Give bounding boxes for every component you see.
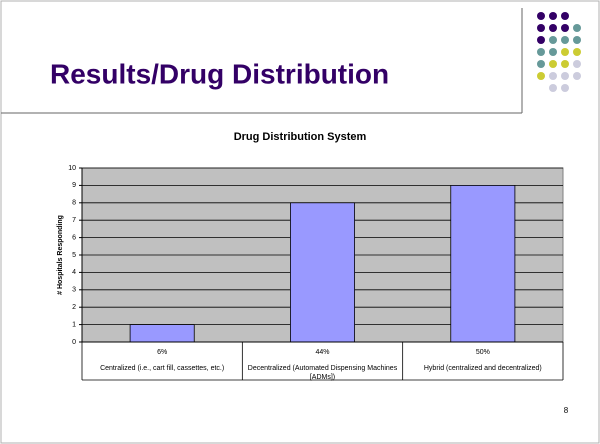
y-tick-label: 2 [72, 304, 76, 311]
x-tick-label: Centralized (i.e., cart fill, cassettes,… [100, 365, 225, 372]
bar [450, 184, 516, 343]
chart-title: Drug Distribution System [234, 131, 367, 143]
slide-title: Results/Drug Distribution [50, 58, 389, 89]
page-number: 8 [564, 406, 569, 415]
category-percent-label: 50% [476, 349, 490, 356]
category-percent-label: 6% [157, 349, 167, 356]
y-tick-label: 3 [72, 287, 76, 294]
category-percent-label: 44% [315, 349, 329, 356]
y-tick-label: 4 [72, 269, 76, 276]
bar [290, 202, 355, 343]
y-tick-label: 7 [72, 217, 76, 224]
y-tick-label: 5 [72, 252, 76, 259]
dot-decoration [537, 12, 581, 92]
y-axis-label: # Hospitals Responding [57, 215, 64, 295]
x-tick-label: Hybrid (centralized and decentralized) [423, 365, 542, 372]
y-tick-label: 9 [72, 182, 76, 189]
y-tick-label: 0 [72, 339, 76, 346]
x-tick-label: Decentralized (Automated Dispensing Mach… [247, 365, 398, 381]
y-tick-label: 10 [68, 165, 76, 172]
y-tick-label: 8 [72, 200, 76, 207]
y-tick-label: 1 [72, 321, 76, 328]
bar [129, 324, 195, 343]
y-tick-label: 6 [72, 234, 76, 241]
